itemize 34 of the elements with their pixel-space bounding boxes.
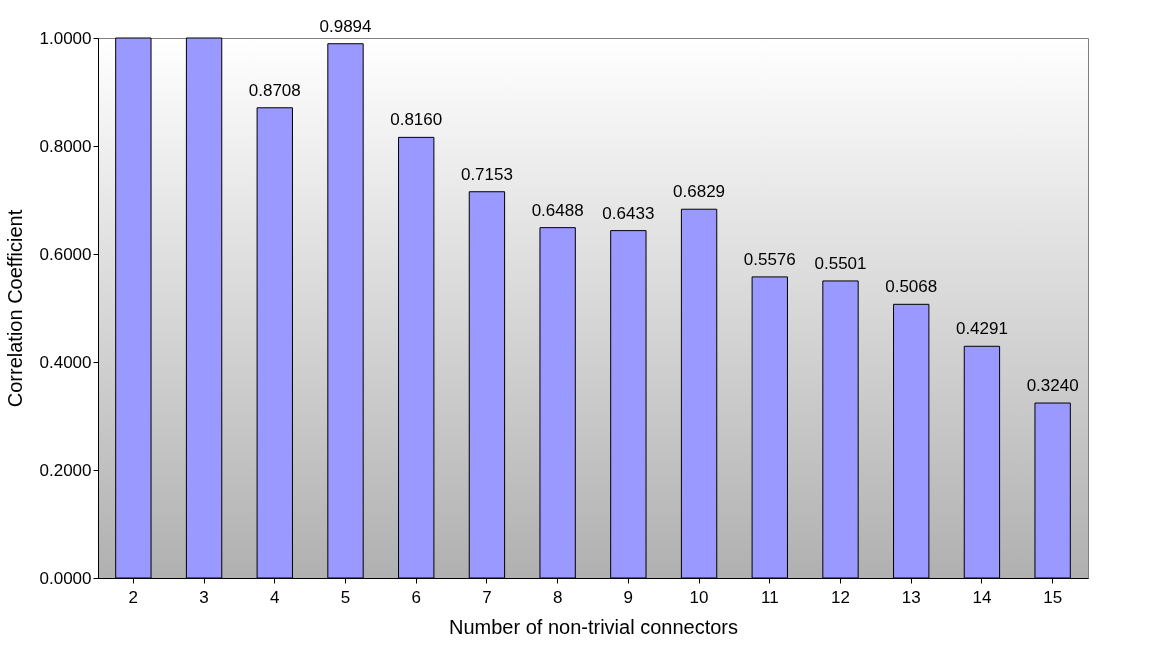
data-label: 0.5576 — [743, 249, 796, 269]
x-tick-label: 9 — [623, 587, 634, 607]
x-tick-label: 3 — [199, 587, 209, 607]
data-label: 0.6433 — [602, 203, 655, 223]
x-tick-label: 12 — [831, 587, 850, 607]
x-tick-label: 2 — [128, 587, 139, 607]
data-label: 0.5501 — [814, 253, 867, 273]
y-tick-label: 0.0000 — [39, 568, 92, 588]
data-label: 0.6488 — [531, 200, 584, 220]
y-tick-label: 0.6000 — [39, 244, 92, 264]
data-label: 0.4291 — [955, 319, 1008, 339]
x-tick-label: 14 — [972, 587, 992, 607]
data-label: 0.3240 — [1026, 376, 1079, 396]
y-tick-label: 0.4000 — [39, 352, 92, 372]
x-tick-label: 4 — [270, 587, 280, 607]
data-label: 0.7153 — [460, 164, 513, 184]
y-axis-title: Correlation Coefficient — [3, 209, 26, 408]
data-label: 0.8708 — [248, 80, 301, 100]
y-tick-label: 0.8000 — [39, 136, 92, 156]
data-label: 0.8160 — [390, 110, 443, 130]
data-label: 0.6829 — [673, 182, 726, 202]
y-tick-label: 1.0000 — [39, 28, 92, 48]
x-tick-label: 13 — [901, 587, 921, 607]
x-tick-label: 10 — [689, 587, 709, 607]
x-tick-label: 7 — [482, 587, 492, 607]
x-tick-label: 5 — [340, 587, 351, 607]
x-tick-label: 11 — [760, 587, 779, 607]
data-label: 0.9894 — [319, 16, 372, 36]
x-axis-title: Number of non-trivial connectors — [448, 615, 739, 638]
x-tick-label: 8 — [552, 587, 563, 607]
x-tick-label: 6 — [411, 587, 421, 607]
y-tick-label: 0.2000 — [39, 460, 92, 480]
x-tick-label: 15 — [1043, 587, 1063, 607]
data-label: 0.5068 — [885, 277, 938, 297]
